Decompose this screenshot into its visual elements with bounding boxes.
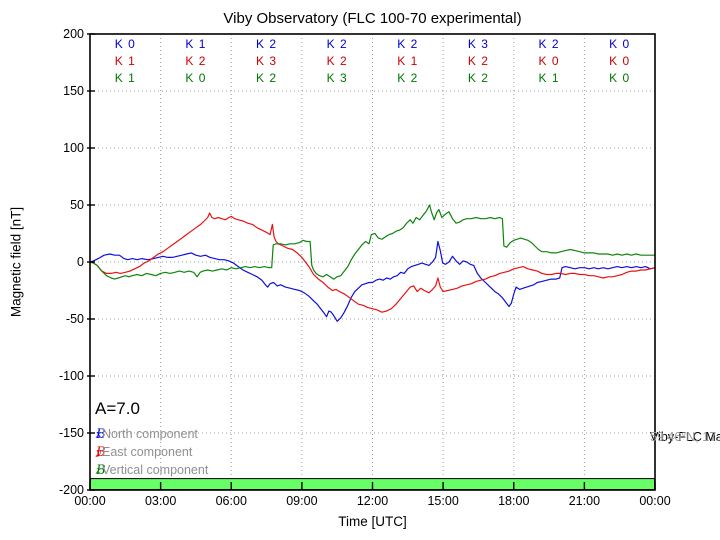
y-tick-label: 0 xyxy=(77,254,84,269)
a-index-label: A=7.0 xyxy=(95,399,140,418)
legend-label: Vertical component xyxy=(102,463,209,477)
credit-line-2: 59.46°N, 17.89°E - 57.86°N (magn.) xyxy=(650,430,720,444)
k-index-label: K 1 xyxy=(114,54,136,68)
k-index-label: K 2 xyxy=(326,37,348,51)
k-index-label: K 1 xyxy=(397,54,419,68)
y-tick-label: -150 xyxy=(58,425,84,440)
k-index-label: K 1 xyxy=(185,37,207,51)
legend-label: North component xyxy=(102,427,198,441)
k-index-label: K 1 xyxy=(114,71,136,85)
y-tick-label: 200 xyxy=(63,26,84,41)
k-index-label: K 2 xyxy=(467,71,489,85)
x-tick-label: 00:00 xyxy=(74,494,106,508)
series-line-by-east xyxy=(89,212,656,313)
x-tick-label: 15:00 xyxy=(427,494,459,508)
x-axis-label: Time [UTC] xyxy=(338,514,407,529)
k-index-label: K 3 xyxy=(326,71,348,85)
legend-symbol-subscript: y xyxy=(96,447,102,458)
k-index-label: K 2 xyxy=(256,71,278,85)
series-line-bz-vertical xyxy=(89,204,655,280)
y-tick-label: -50 xyxy=(65,311,84,326)
k-index-label: K 2 xyxy=(397,71,419,85)
legend-symbol-subscript: x xyxy=(96,429,102,440)
x-tick-label: 21:00 xyxy=(568,494,601,508)
k-index-label: K 3 xyxy=(256,54,278,68)
k-index-label: K 0 xyxy=(609,71,631,85)
k-index-label: K 3 xyxy=(467,37,489,51)
k-index-label: K 0 xyxy=(114,37,136,51)
y-tick-label: 100 xyxy=(63,140,84,155)
legend-symbol-subscript: z xyxy=(96,465,102,476)
k-index-label: K 1 xyxy=(538,71,560,85)
x-tick-label: 00:00 xyxy=(639,494,671,508)
x-tick-label: 09:00 xyxy=(286,494,318,508)
k-index-label: K 2 xyxy=(326,54,348,68)
series-line-bx-north xyxy=(89,240,656,322)
y-tick-label: -200 xyxy=(58,482,84,497)
k-index-label: K 2 xyxy=(467,54,489,68)
y-axis-label: Magnetic field [nT] xyxy=(8,206,24,318)
k-index-label: K 0 xyxy=(185,71,207,85)
x-tick-label: 06:00 xyxy=(215,494,247,508)
y-tick-label: -100 xyxy=(58,368,84,383)
k-index-label: K 2 xyxy=(538,37,560,51)
y-tick-label: 50 xyxy=(70,197,84,212)
legend-label: East component xyxy=(102,445,193,459)
k-index-label: K 2 xyxy=(397,37,419,51)
y-tick-label: 150 xyxy=(63,83,84,98)
k-index-label: K 0 xyxy=(538,54,560,68)
chart-title: Viby Observatory (FLC 100-70 experimenta… xyxy=(223,10,522,27)
x-tick-label: 12:00 xyxy=(356,494,389,508)
legend-symbol: B xyxy=(96,445,106,460)
legend-symbol: B xyxy=(96,427,106,442)
x-tick-label: 18:00 xyxy=(498,494,530,508)
credit-line-1: Viby-FLC Magnetometer 2017 Jun 10 xyxy=(650,430,720,444)
x-tick-label: 03:00 xyxy=(144,494,177,508)
k-index-label: K 2 xyxy=(256,37,278,51)
k-index-label: K 0 xyxy=(609,54,631,68)
legend-symbol: B xyxy=(96,463,106,478)
k-index-label: K 2 xyxy=(185,54,207,68)
k-index-label: K 0 xyxy=(609,37,631,51)
